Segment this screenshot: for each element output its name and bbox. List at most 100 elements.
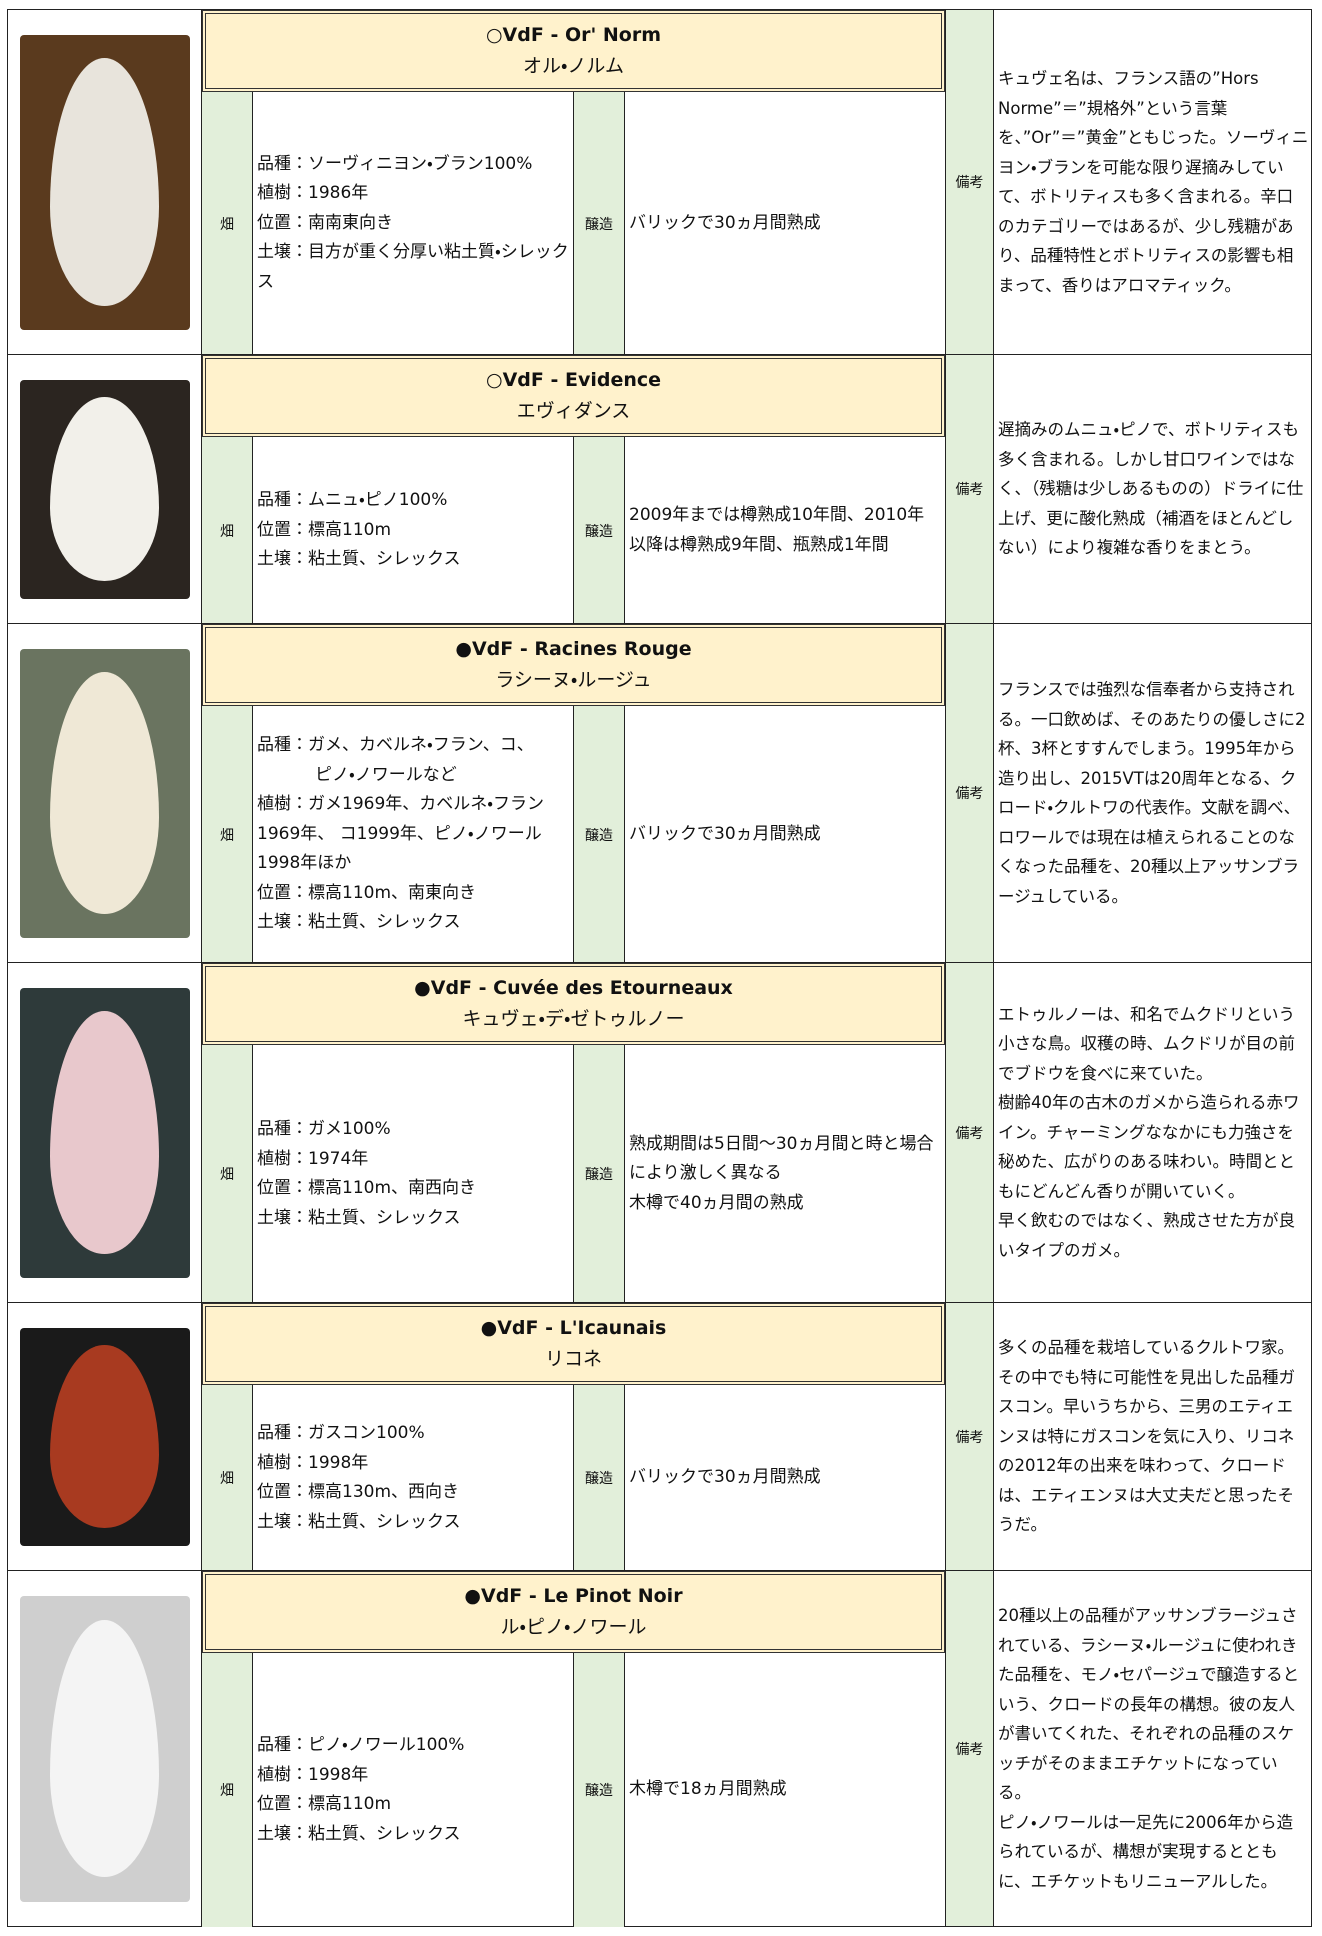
field-label: 畑 [202,1653,253,1927]
note-paragraph: エトゥルノーは、和名でムクドリという小さな鳥。収穫の時、ムクドリが目の前でブドウ… [998,1004,1295,1083]
label-image [19,648,190,938]
brew-text: バリックで30ヵ月間熟成 [625,706,945,963]
note-label: 備考 [945,355,994,623]
label-shape [50,1344,159,1529]
label-image [19,379,190,599]
note-text: フランスでは強烈な信奉者から支持される。一口飲めば、そのあたりの優しさに2杯、3… [994,624,1313,962]
wine-row: ●VdF - Racines Rouge ラシーヌ・ルージュ畑品種：ガメ、カベルネ… [7,623,1312,963]
label-image-cell [8,963,202,1302]
field-line: 品種：ガメ、カベルネ・フラン、コ、 [257,735,534,756]
field-label: 畑 [202,706,253,963]
wine-row: ○VdF - Or' Norm オル・ノルム畑品種：ソーヴィニヨン・ブラン100%… [7,9,1312,355]
brew-line: バリックで30ヵ月間熟成 [629,1467,821,1488]
field-label: 畑 [202,1385,253,1571]
field-line: 品種：ガスコン100% [257,1423,425,1443]
note-label: 備考 [945,624,994,962]
wine-name: ●VdF - Cuvée des Etourneaux [414,977,733,999]
note-paragraph: 遅摘みのムニュ・ピノで、ボトリティスも多く含まれる。しかし甘口ワインではなく、（… [998,420,1304,558]
field-line: 位置：標高110m、南西向き [257,1178,477,1198]
field-line: 土壌：粘土質、シレックス [257,549,461,570]
wine-row: ●VdF - L'Icaunais リコネ畑品種：ガスコン100% 植樹：1998年… [7,1302,1312,1571]
label-shape [50,58,159,306]
field-line: 位置：標高110m [257,519,392,540]
wine-name: ●VdF - L'Icaunais [480,1317,667,1339]
label-image [19,34,190,330]
label-image-cell [8,1571,202,1926]
label-image-cell [8,1303,202,1570]
field-line: 位置：標高110m [257,1794,392,1814]
field-line: 位置：南南東向き [257,212,393,233]
field-line: 植樹：1974年 [257,1148,369,1169]
wine-name: ●VdF - Racines Rouge [455,638,692,660]
note-text: 20種以上の品種がアッサンブラージュされている、ラシーヌ・ルージュに使われきた品… [994,1571,1313,1926]
field-line: 土壌：粘土質、シレックス [257,1823,461,1844]
brew-label: 醸造 [574,437,625,624]
note-label: 備考 [945,10,994,354]
title-block: ○VdF - Or' Norm オル・ノルム [202,10,945,92]
title-block: ●VdF - Cuvée des Etourneaux キュヴェ・デ・ゼトゥルノー [202,963,945,1045]
field-label: 畑 [202,1045,253,1303]
field-label: 畑 [202,92,253,355]
brew-line: 木樽で40ヵ月間の熟成 [629,1192,804,1213]
wine-kana: キュヴェ・デ・ゼトゥルノー [462,1008,685,1030]
note-paragraph: 樹齢40年の古木のガメから造られる赤ワイン。チャーミングななかにも力強さを秘めた… [998,1093,1300,1201]
brew-line: バリックで30ヵ月間熟成 [629,823,821,844]
field-line: 土壌：目方が重く分厚い粘土質・シレックス [257,242,569,292]
brew-line: バリックで30ヵ月間熟成 [629,212,821,233]
field-text: 品種：ソーヴィニヨン・ブラン100% 植樹：1986年 位置：南南東向き 土壌：目方が… [253,92,574,355]
label-shape [50,1619,159,1877]
label-image-cell [8,10,202,354]
note-text: エトゥルノーは、和名でムクドリという小さな鳥。収穫の時、ムクドリが目の前でブドウ… [994,963,1313,1302]
wine-kana: ラシーヌ・ルージュ [495,669,652,691]
wine-row: ●VdF - Le Pinot Noir ル・ピノ・ノワール畑品種：ピノ・ノワール… [7,1570,1312,1927]
field-text: 品種：ガメ、カベルネ・フラン、コ、ピノ・ノワールなど植樹：ガメ1969年、カベル… [253,706,574,963]
field-label: 畑 [202,437,253,624]
field-line: 品種：ソーヴィニヨン・ブラン100% [257,153,533,174]
field-text: 品種：ガメ100% 植樹：1974年位置：標高110m、南西向き 土壌：粘土質、シレ… [253,1045,574,1303]
wine-row: ○VdF - Evidence エヴィダンス畑品種：ムニュ・ピノ100% 位置：標高… [7,354,1312,624]
field-line: 品種：ガメ100% [257,1119,391,1139]
field-line: 土壌：粘土質、シレックス [257,912,461,933]
field-line: ピノ・ノワールなど [315,764,457,785]
note-paragraph: 早く飲むのではなく、熟成させた方が良いタイプのガメ。 [998,1211,1295,1260]
brew-label: 醸造 [574,1045,625,1303]
brew-label: 醸造 [574,1385,625,1571]
note-paragraph: ピノ・ノワールは一足先に2006年から造られているが、構想が実現するとともに、エ… [998,1812,1294,1891]
field-line: 植樹：ガメ1969年、カベルネ・フラン1969年、 コ1999年、ピノ・ノワール… [257,794,545,874]
brew-text: 木樽で18ヵ月間熟成 [625,1653,945,1927]
field-line: 位置：標高110m、南東向き [257,882,477,903]
brew-line: 熟成期間は5日間～30ヵ月間と時と場合により激しく異なる [629,1133,934,1184]
note-text: キュヴェ名は、フランス語の”Hors Norme”＝”規格外”という言葉を、”O… [994,10,1313,354]
brew-text: 2009年までは樽熟成10年間、2010年以降は樽熟成9年間、瓶熟成1年間 [625,437,945,624]
field-line: 品種：ピノ・ノワール100% [257,1735,465,1755]
title-block: ●VdF - Racines Rouge ラシーヌ・ルージュ [202,624,945,706]
brew-line: 木樽で18ヵ月間熟成 [629,1779,787,1800]
title-block: ○VdF - Evidence エヴィダンス [202,355,945,437]
wine-kana: オル・ノルム [522,55,625,77]
title-block: ●VdF - Le Pinot Noir ル・ピノ・ノワール [202,1571,945,1653]
brew-label: 醸造 [574,1653,625,1927]
brew-label: 醸造 [574,92,625,355]
wine-name: ●VdF - Le Pinot Noir [464,1585,683,1607]
brew-label: 醸造 [574,706,625,963]
field-line: 植樹：1998年 [257,1764,369,1785]
label-shape [50,397,159,581]
wine-kana: エヴィダンス [516,400,631,422]
field-text: 品種：ムニュ・ピノ100% 位置：標高110m 土壌：粘土質、シレックス [253,437,574,624]
brew-text: バリックで30ヵ月間熟成 [625,92,945,355]
field-line: 品種：ムニュ・ピノ100% [257,490,448,511]
label-image-cell [8,355,202,623]
note-label: 備考 [945,963,994,1302]
field-line: 土壌：粘土質、シレックス [257,1207,461,1228]
label-image [19,1595,190,1902]
field-line: 土壌：粘土質、シレックス [257,1511,461,1532]
field-line: 植樹：1998年 [257,1452,369,1473]
brew-line: 2009年までは樽熟成10年間、2010年以降は樽熟成9年間、瓶熟成1年間 [629,505,925,555]
label-shape [50,1010,159,1255]
note-text: 遅摘みのムニュ・ピノで、ボトリティスも多く含まれる。しかし甘口ワインではなく、（… [994,355,1313,623]
field-line: 位置：標高130m、西向き [257,1482,460,1502]
wine-name: ○VdF - Or' Norm [485,24,662,46]
title-block: ●VdF - L'Icaunais リコネ [202,1303,945,1385]
wine-name: ○VdF - Evidence [485,369,662,391]
